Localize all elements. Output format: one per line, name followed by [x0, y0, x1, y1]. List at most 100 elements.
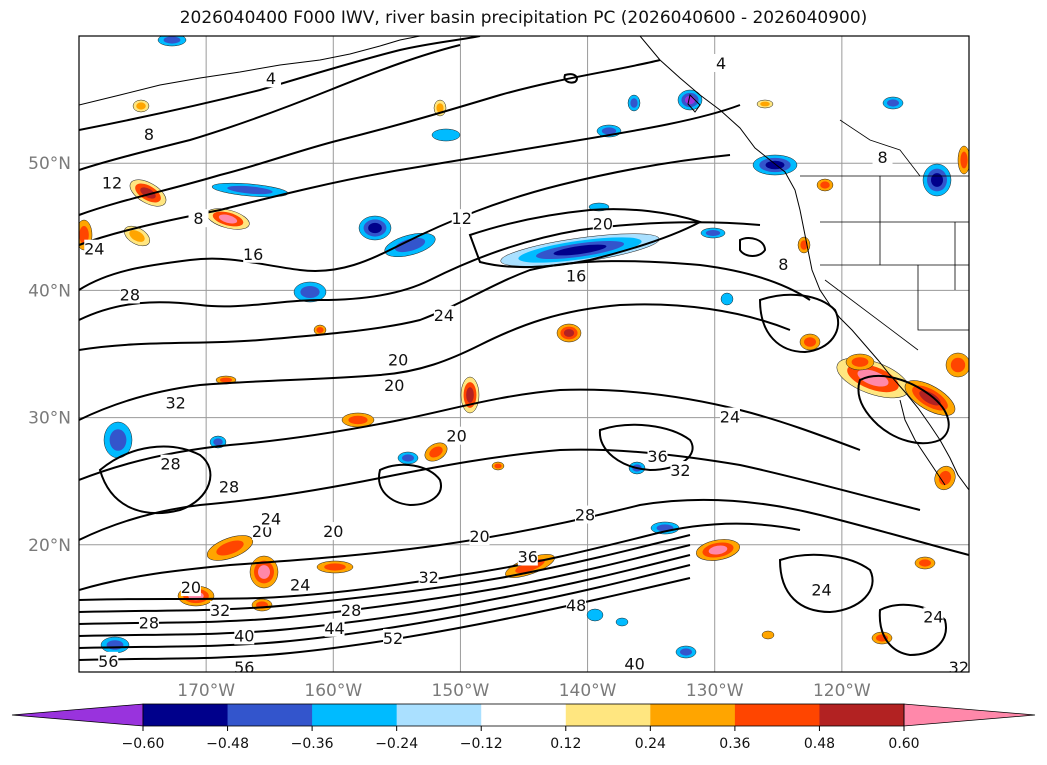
iwv-contour [79, 498, 969, 591]
iwv-contour-label: 52 [383, 629, 403, 648]
contour-label-background [180, 578, 201, 597]
precip-pc-shading-patch [950, 357, 966, 373]
contour-label-background [234, 658, 255, 672]
precip-pc-shading-patch [615, 617, 629, 627]
precip-pc-shading-patch [760, 101, 770, 107]
iwv-contour-label: 28 [139, 614, 159, 633]
axis-tick-labels: 170°W 160°W 150°W 140°W 130°W 120°W 20°N 30°N 40… [28, 154, 871, 701]
precip-pc-shading-patch [765, 160, 785, 170]
contour-label-background [260, 69, 281, 88]
colorbar-segment [312, 704, 398, 726]
contour-label-background [773, 254, 794, 273]
precip-pc-shading-patch [720, 292, 734, 306]
colorbar-segment [143, 704, 229, 726]
contour-label-background [138, 125, 159, 144]
precip-pc-shading-patch [708, 545, 728, 555]
iwv-contour-label: 8 [778, 255, 788, 274]
precip-pc-shading-patch [601, 127, 617, 135]
lon-tick-label: 170°W [177, 681, 235, 701]
state-border-5 [824, 279, 919, 351]
precip-pc-shading-patch [680, 648, 692, 656]
colorbar-tick-label: 0.36 [719, 736, 750, 752]
contour-label-background [433, 305, 454, 324]
iwv-contour-label: 20 [323, 522, 343, 541]
contour-label-background [811, 580, 832, 599]
alaska-coastline [79, 36, 421, 106]
iwv-contour-label: 36 [518, 548, 538, 567]
iwv-contour [79, 564, 691, 649]
iwv-contour-label: 48 [566, 596, 586, 615]
colorbar-frame [142, 703, 905, 727]
precip-pc-shading-patch [216, 540, 244, 556]
contour-label-background [923, 607, 944, 626]
colorbar-extend-min [11, 703, 144, 727]
precip-pc-shading-patch [109, 429, 127, 451]
iwv-contour-label: 8 [193, 209, 203, 228]
precip-pc-shading-patch [553, 244, 607, 256]
iwv-contour [79, 221, 761, 321]
iwv-contour-label: 20 [181, 578, 201, 597]
iwv-contour [79, 59, 661, 216]
political-borders [800, 119, 969, 351]
contour-label-background [260, 509, 281, 528]
iwv-contour [563, 73, 578, 84]
contour-label-background [384, 375, 405, 394]
iwv-contour-label: 24 [434, 306, 454, 325]
iwv-contour-label: 36 [647, 447, 667, 466]
colorbar-tick-label: −0.12 [460, 736, 503, 752]
contour-label-background [234, 626, 255, 645]
state-border-6 [839, 119, 921, 177]
iwv-contour-label: 32 [418, 568, 438, 587]
iwv-contour [739, 237, 767, 257]
precip-pc-shading-patch [324, 563, 346, 571]
contour-label-background [290, 575, 311, 594]
colorbar: −0.60 −0.48 −0.36 −0.24 −0.12 0.12 0.24 0.36 0.4… [11, 703, 1036, 752]
contour-label-background [592, 214, 613, 233]
iwv-contour-label: 24 [811, 581, 831, 600]
contour-label-background [102, 173, 123, 192]
lon-tick-label: 120°W [813, 681, 871, 701]
precip-pc-shading-patch [300, 286, 320, 298]
precip-pc-shading-patch [887, 99, 899, 107]
grid-lines [79, 36, 969, 672]
contour-label-background [388, 350, 409, 369]
baja-coastline [899, 399, 946, 486]
contour-label-background [219, 477, 240, 496]
colorbar-tick-label: −0.36 [291, 736, 334, 752]
precip-pc-shading-patch [586, 608, 604, 622]
iwv-contour-label: 24 [84, 240, 104, 259]
contour-label-background [210, 600, 231, 619]
iwv-contour-label: 20 [469, 527, 489, 546]
iwv-contour-label: 24 [290, 576, 310, 595]
precip-pc-shading-patch [220, 377, 232, 383]
precip-pc-shading-patch [213, 438, 223, 446]
precip-pc-shading-patch [316, 327, 324, 333]
iwv-contour-label: 40 [624, 654, 644, 673]
precip-pc-shading-patch [368, 222, 382, 234]
iwv-contour [857, 375, 950, 445]
contour-label-background [324, 618, 345, 637]
contour-label-background [84, 239, 105, 258]
iwv-contour-label: 8 [144, 125, 154, 144]
iwv-contour-label: 44 [324, 619, 344, 638]
iwv-contour-label: 24 [261, 509, 281, 528]
lat-tick-label: 30°N [28, 409, 71, 429]
contour-label-background [566, 595, 587, 614]
colorbar-tick-label: 0.48 [804, 736, 835, 752]
contour-label-background [243, 244, 264, 263]
contour-label-background [517, 547, 538, 566]
iwv-contour-label: 28 [341, 601, 361, 620]
colorbar-tick-label: −0.60 [122, 736, 165, 752]
state-border-4 [917, 265, 969, 331]
iwv-contour [79, 36, 481, 131]
precip-pc-shading-patch [466, 387, 474, 403]
coastlines [79, 36, 969, 491]
contour-label-background [418, 567, 439, 586]
iwv-contour-label: 28 [219, 478, 239, 497]
precip-pc-shading-patch [163, 36, 181, 44]
iwv-contour [79, 534, 691, 613]
iwv-contour-label: 32 [949, 658, 969, 677]
contour-label-background [160, 454, 181, 473]
